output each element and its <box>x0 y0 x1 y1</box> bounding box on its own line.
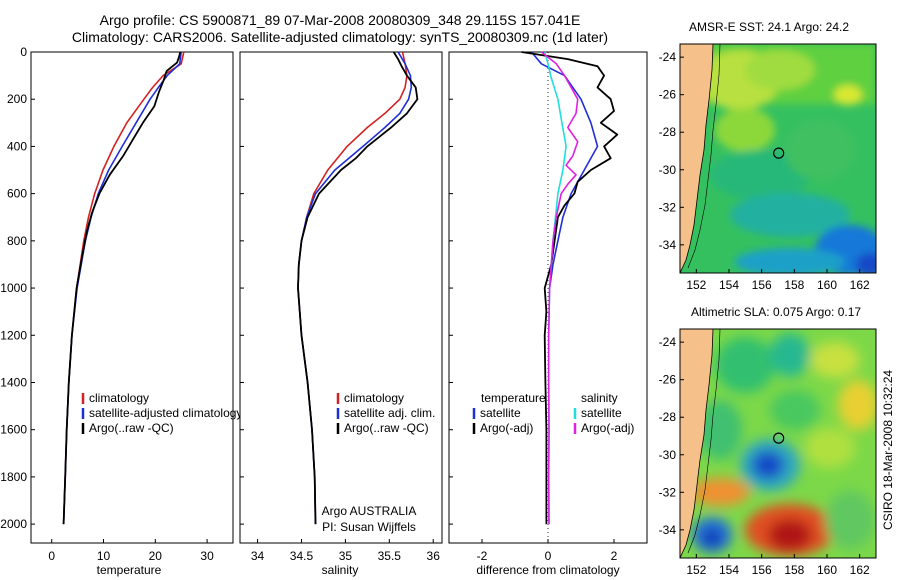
sla_map-x-tick-label: 154 <box>719 563 739 577</box>
salinity-x-label: salinity <box>322 563 359 577</box>
sla_map-y-tick-label: -24 <box>659 335 677 349</box>
temperature-x-tick-label: 30 <box>200 549 214 563</box>
temperature-y-tick-label: 1000 <box>0 281 27 295</box>
temperature-y-tick-label: 200 <box>7 92 27 106</box>
pi-label: PI: Susan Wijffels <box>322 520 416 534</box>
difference-legend-salinity-title: salinity <box>581 391 618 405</box>
sst-argo-position-marker <box>773 147 785 159</box>
sla_map-x-tick-label: 162 <box>850 563 870 577</box>
sst_map-x-tick-label: 154 <box>719 278 739 292</box>
difference-series-temperature-satellite <box>530 51 599 289</box>
temperature-series-argo-raw-qc- <box>62 51 182 525</box>
sla-argo-position-marker <box>773 432 785 444</box>
difference-series-salinity-argo-adj- <box>540 51 579 525</box>
sla-map-frame <box>679 328 877 559</box>
sst_map-x-tick-label: 162 <box>850 278 870 292</box>
sst-map-frame <box>679 43 877 274</box>
difference-legend-temp-satellite-label: satellite <box>480 406 521 420</box>
difference-legend-sal-satellite-label: satellite <box>581 406 622 420</box>
sst_map-x-tick-label: 156 <box>752 278 772 292</box>
difference-legend-temp-argo-label: Argo(-adj) <box>480 421 533 435</box>
difference-x-label: difference from climatology <box>476 563 619 577</box>
sst_map-y-tick-label: -28 <box>659 125 677 139</box>
sla-map-panel: Altimetric SLA: 0.075 Argo: 0.17 <box>659 305 877 577</box>
sla_map-y-tick-label: -30 <box>659 448 677 462</box>
temperature-y-tick-label: 1600 <box>0 423 27 437</box>
sst_map-y-tick-label: -24 <box>659 50 677 64</box>
figure-title-line2: Climatology: CARS2006. Satellite-adjuste… <box>71 29 609 45</box>
salinity-x-tick-label: 34.5 <box>290 549 314 563</box>
sla_map-x-tick-label: 160 <box>817 563 837 577</box>
temperature-y-tick-label: 0 <box>20 45 27 59</box>
sst_map-x-tick-label: 160 <box>817 278 837 292</box>
sst-map-title: AMSR-E SST: 24.1 Argo: 24.2 <box>689 20 849 34</box>
salinity-x-tick-label: 35 <box>339 549 353 563</box>
temperature-axes-frame <box>30 51 234 544</box>
temperature-x-tick-label: 10 <box>97 549 111 563</box>
sla_map-x-tick-label: 158 <box>784 563 804 577</box>
salinity-x-tick-label: 36 <box>427 549 441 563</box>
temperature-legend-climatology-label: climatology <box>89 391 149 405</box>
temperature-y-tick-label: 600 <box>7 187 27 201</box>
sst-map-panel: AMSR-E SST: 24.1 Argo: 24.2 <box>659 20 877 292</box>
sst_map-y-tick-label: -34 <box>659 238 677 252</box>
sla_map-y-tick-label: -32 <box>659 485 677 499</box>
sla_map-y-tick-label: -28 <box>659 410 677 424</box>
sla_map-x-tick-label: 152 <box>686 563 706 577</box>
temperature-x-label: temperature <box>97 563 162 577</box>
salinity-legend-argo-label: Argo(..raw -QC) <box>344 421 429 435</box>
temperature-y-tick-label: 1400 <box>0 375 27 389</box>
sst-map-field <box>680 44 876 273</box>
salinity-legend-satellite-label: satellite adj. clim. <box>344 406 435 420</box>
sst_map-y-tick-label: -26 <box>659 88 677 102</box>
credit-label: CSIRO 18-Mar-2008 10:32:24 <box>881 370 895 530</box>
temperature-legend-satellite-label: satellite-adjusted climatology <box>89 406 242 420</box>
salinity-series-argo-raw-qc- <box>297 51 419 525</box>
salinity-legend-climatology-label: climatology <box>344 391 404 405</box>
difference-panel: -2 0 2 difference from climatology tempera… <box>448 51 648 577</box>
salinity-x-tick-label: 35.5 <box>378 549 402 563</box>
difference-x-tick-label: -2 <box>477 549 488 563</box>
difference-legend-temperature-title: temperature <box>481 391 546 405</box>
salinity-axes-frame <box>239 51 443 544</box>
temperature-y-tick-label: 1800 <box>0 470 27 484</box>
argo-country-label: Argo AUSTRALIA <box>322 504 417 518</box>
sst_map-x-tick-label: 152 <box>686 278 706 292</box>
difference-series-temperature-argo-adj- <box>521 51 619 525</box>
sst_map-y-tick-label: -30 <box>659 163 677 177</box>
sla-map-field <box>680 329 876 558</box>
sst_map-x-tick-label: 158 <box>784 278 804 292</box>
sst_map-y-tick-label: -32 <box>659 200 677 214</box>
temperature-y-tick-label: 400 <box>7 139 27 153</box>
difference-x-tick-label: 0 <box>545 549 552 563</box>
salinity-panel: 34 34.5 35 35.5 36 salinity climatologysatel… <box>239 51 443 577</box>
temperature-panel: 0 10 20 30 0 200 400 600 800 1000 1200 1400 1600 1800… <box>0 45 242 577</box>
sla_map-y-tick-label: -34 <box>659 523 677 537</box>
temperature-x-tick-label: 0 <box>48 549 55 563</box>
sla_map-y-tick-label: -26 <box>659 373 677 387</box>
difference-legend: temperature salinitysatelliteArgo(-adj)sa… <box>472 391 634 435</box>
temperature-y-tick-label: 800 <box>7 234 27 248</box>
temperature-x-tick-label: 20 <box>149 549 163 563</box>
sla-map-title: Altimetric SLA: 0.075 Argo: 0.17 <box>691 305 861 319</box>
difference-legend-sal-argo-label: Argo(-adj) <box>581 421 634 435</box>
salinity-x-tick-label: 34 <box>251 549 265 563</box>
figure-title-line1: Argo profile: CS 5900871_89 07-Mar-2008 … <box>99 12 581 28</box>
temperature-legend-argo-label: Argo(..raw -QC) <box>89 421 174 435</box>
difference-x-tick-label: 2 <box>611 549 618 563</box>
sla_map-x-tick-label: 156 <box>752 563 772 577</box>
temperature-y-tick-label: 2000 <box>0 517 27 531</box>
temperature-y-tick-label: 1200 <box>0 328 27 342</box>
